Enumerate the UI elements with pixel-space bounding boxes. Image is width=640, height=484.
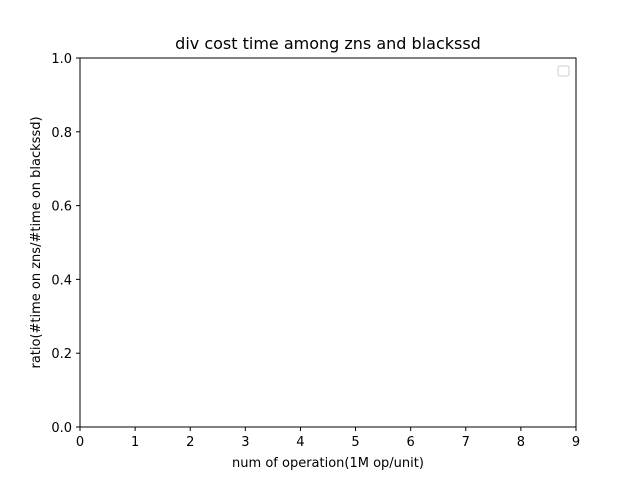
plot-background [80, 58, 576, 427]
y-tick-label: 1.0 [51, 52, 72, 67]
y-tick-label: 0.2 [51, 347, 72, 362]
x-tick-label: 7 [462, 435, 470, 450]
y-tick-label: 0.8 [51, 126, 72, 141]
y-axis-label: ratio(#time on zns/#time on blackssd) [29, 116, 44, 368]
x-tick-label: 8 [517, 435, 525, 450]
plot-area [79, 57, 577, 428]
y-tick-label: 0.6 [51, 200, 72, 215]
x-tick-label: 5 [351, 435, 359, 450]
x-tick-label: 1 [131, 435, 139, 450]
x-tick-label: 9 [572, 435, 580, 450]
x-tick-label: 4 [296, 435, 304, 450]
x-tick-label: 3 [241, 435, 249, 450]
y-axis: 0.0 0.2 0.4 0.6 0.8 1.0 [51, 52, 80, 436]
y-tick-label: 0.0 [51, 421, 72, 436]
plot-frame [79, 57, 577, 428]
legend-box [557, 65, 570, 77]
x-tick-label: 6 [407, 435, 415, 450]
x-axis: 0 1 2 3 4 5 6 7 8 9 [76, 427, 580, 450]
x-tick-label: 0 [76, 435, 84, 450]
y-tick-label: 0.4 [51, 273, 72, 288]
chart-title: div cost time among zns and blackssd [175, 34, 481, 53]
x-tick-label: 2 [186, 435, 194, 450]
x-axis-label: num of operation(1M op/unit) [232, 456, 424, 471]
